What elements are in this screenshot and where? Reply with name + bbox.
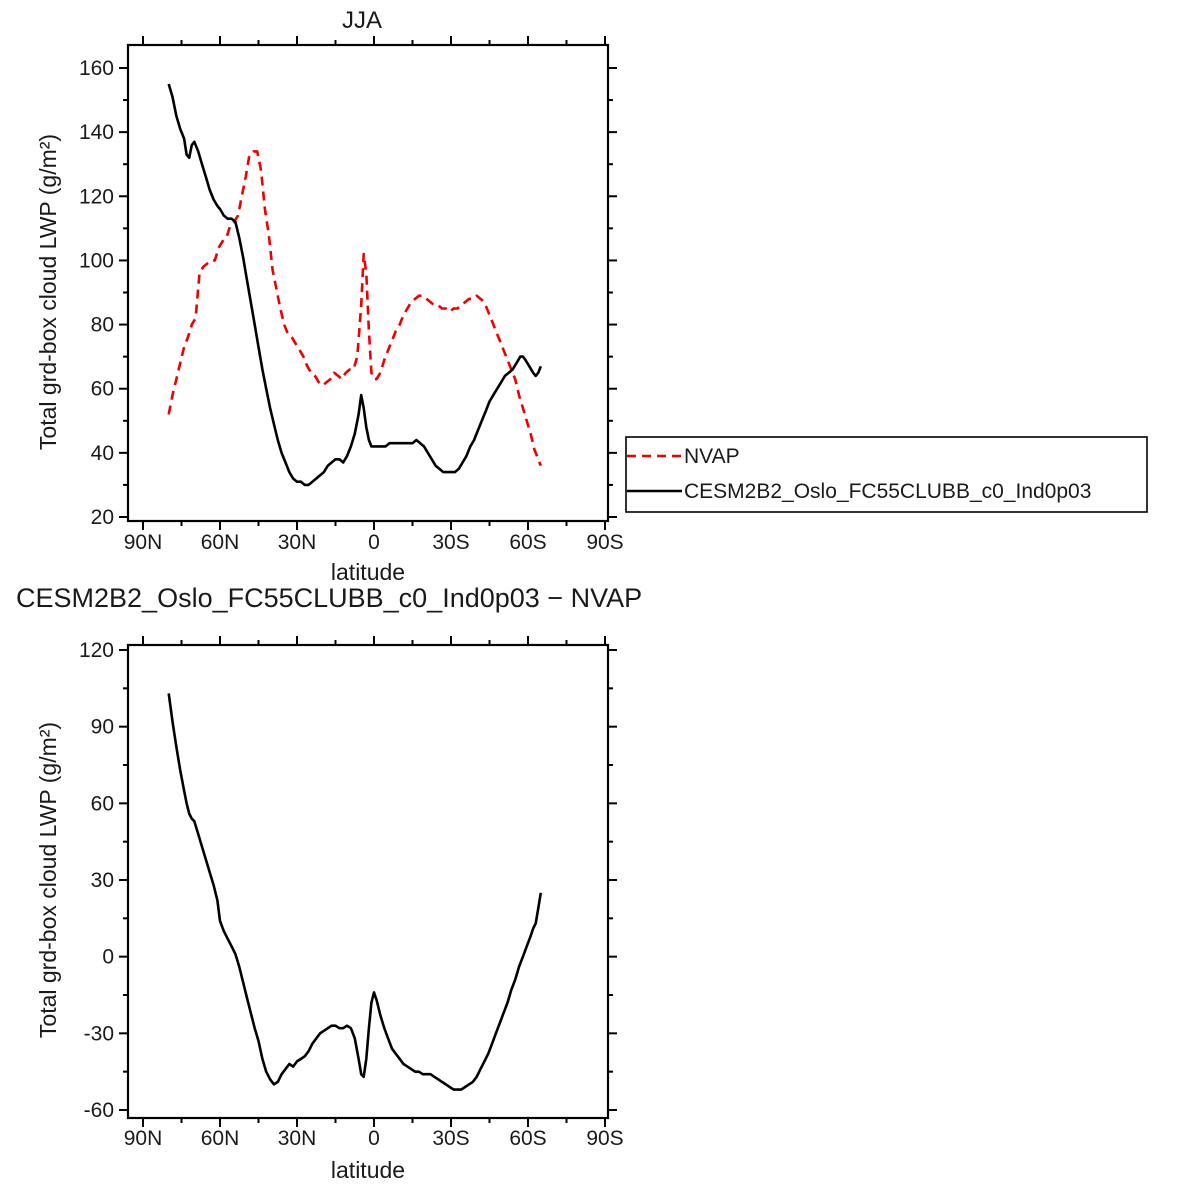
y-tick-label: 100 bbox=[79, 249, 114, 272]
series-line-solid bbox=[167, 83, 543, 487]
x-tick-label: 60S bbox=[509, 1127, 546, 1150]
x-tick-label: 30S bbox=[432, 1127, 469, 1150]
plots-layer: 90N 60N 30N 0 30S 60S 90S204060801001201401609… bbox=[79, 36, 624, 1150]
plot-frame bbox=[126, 643, 610, 1120]
x-tick-label: 0 bbox=[368, 531, 380, 554]
x-tick-label: 30N bbox=[278, 531, 317, 554]
top-y-axis-label: Total grd-box cloud LWP (g/m²) bbox=[35, 134, 61, 450]
y-tick-label: 90 bbox=[91, 716, 114, 739]
y-tick-label: 120 bbox=[79, 639, 114, 662]
bottom-y-axis-label: Total grd-box cloud LWP (g/m²) bbox=[35, 722, 61, 1038]
y-tick-label: 20 bbox=[91, 506, 114, 529]
bottom-line-chart: 90N 60N 30N 0 30S 60S 90S 120 90 60 30 0 -30 -60 bbox=[79, 636, 624, 1150]
y-tick-label: 140 bbox=[79, 121, 114, 144]
x-tick-label: 60S bbox=[509, 531, 546, 554]
series-line-solid bbox=[167, 693, 543, 1091]
legend-label-model: CESM2B2_Oslo_FC55CLUBB_c0_Ind0p03 bbox=[684, 480, 1091, 503]
y-tick-label: 0 bbox=[102, 946, 114, 969]
y-tick-label: 120 bbox=[79, 185, 114, 208]
y-tick-label: -60 bbox=[84, 1099, 114, 1122]
x-tick-label: 30N bbox=[278, 1127, 317, 1150]
x-tick-label: 0 bbox=[368, 1127, 380, 1150]
x-tick-label: 90S bbox=[586, 1127, 623, 1150]
top-line-chart: 90N 60N 30N 0 30S 60S 90S 20 40 60 80 100 120 140 160 bbox=[79, 36, 624, 554]
x-tick-label: 90N bbox=[124, 1127, 163, 1150]
top-x-axis-label: latitude bbox=[331, 559, 405, 585]
y-tick-label: 40 bbox=[91, 442, 114, 465]
y-tick-label: 30 bbox=[91, 869, 114, 892]
y-tick-label: 60 bbox=[91, 792, 114, 815]
x-tick-label: 60N bbox=[201, 531, 240, 554]
y-tick-label: 160 bbox=[79, 57, 114, 80]
y-tick-label: -30 bbox=[84, 1022, 114, 1045]
y-tick-label: 80 bbox=[91, 314, 114, 337]
top-chart-title: JJA bbox=[342, 7, 382, 34]
y-tick-label: 60 bbox=[91, 378, 114, 401]
x-tick-label: 90N bbox=[124, 531, 163, 554]
legend-label-nvap: NVAP bbox=[684, 445, 740, 468]
bottom-chart-title: CESM2B2_Oslo_FC55CLUBB_c0_Ind0p03 − NVAP bbox=[16, 583, 642, 613]
x-tick-label: 60N bbox=[201, 1127, 240, 1150]
bottom-x-axis-label: latitude bbox=[331, 1157, 405, 1183]
x-tick-label: 90S bbox=[586, 531, 623, 554]
series-line-dashed bbox=[167, 150, 543, 467]
x-tick-label: 30S bbox=[432, 531, 469, 554]
plot-frame bbox=[126, 43, 610, 523]
legend-box bbox=[625, 436, 1148, 513]
